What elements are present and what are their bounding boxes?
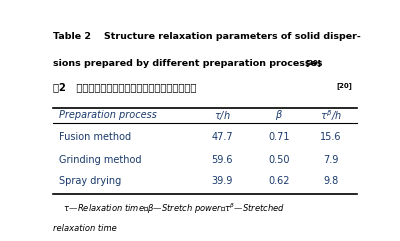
Text: 表2   不同制备工艺所制备固体分散体结构松弛参数: 表2 不同制备工艺所制备固体分散体结构松弛参数	[53, 82, 196, 92]
Text: Table 2    Structure relaxation parameters of solid disper-: Table 2 Structure relaxation parameters …	[53, 32, 361, 41]
Text: Preparation process: Preparation process	[59, 110, 157, 120]
Text: 39.9: 39.9	[211, 176, 233, 187]
Text: 9.8: 9.8	[323, 176, 338, 187]
Text: Spray drying: Spray drying	[59, 176, 122, 187]
Text: $\beta$: $\beta$	[276, 108, 283, 122]
Text: relaxation time: relaxation time	[53, 224, 117, 233]
Text: 7.9: 7.9	[323, 155, 338, 165]
Text: $\tau$/h: $\tau$/h	[214, 109, 230, 122]
Text: Fusion method: Fusion method	[59, 133, 132, 142]
Text: Grinding method: Grinding method	[59, 155, 142, 165]
Text: 15.6: 15.6	[320, 133, 341, 142]
Text: 0.50: 0.50	[269, 155, 290, 165]
Text: 0.71: 0.71	[269, 133, 290, 142]
Text: [20]: [20]	[306, 59, 322, 66]
Text: 59.6: 59.6	[211, 155, 233, 165]
Text: 47.7: 47.7	[211, 133, 233, 142]
Text: 0.62: 0.62	[269, 176, 290, 187]
Text: [20]: [20]	[337, 82, 353, 89]
Text: sions prepared by different preparation processes: sions prepared by different preparation …	[53, 59, 326, 68]
Text: $\tau$—Relaxation time；$\beta$—Stretch power；$\tau^{\beta}$—Stretched: $\tau$—Relaxation time；$\beta$—Stretch p…	[53, 202, 285, 216]
Text: $\tau^{\beta}$/h: $\tau^{\beta}$/h	[320, 108, 342, 123]
